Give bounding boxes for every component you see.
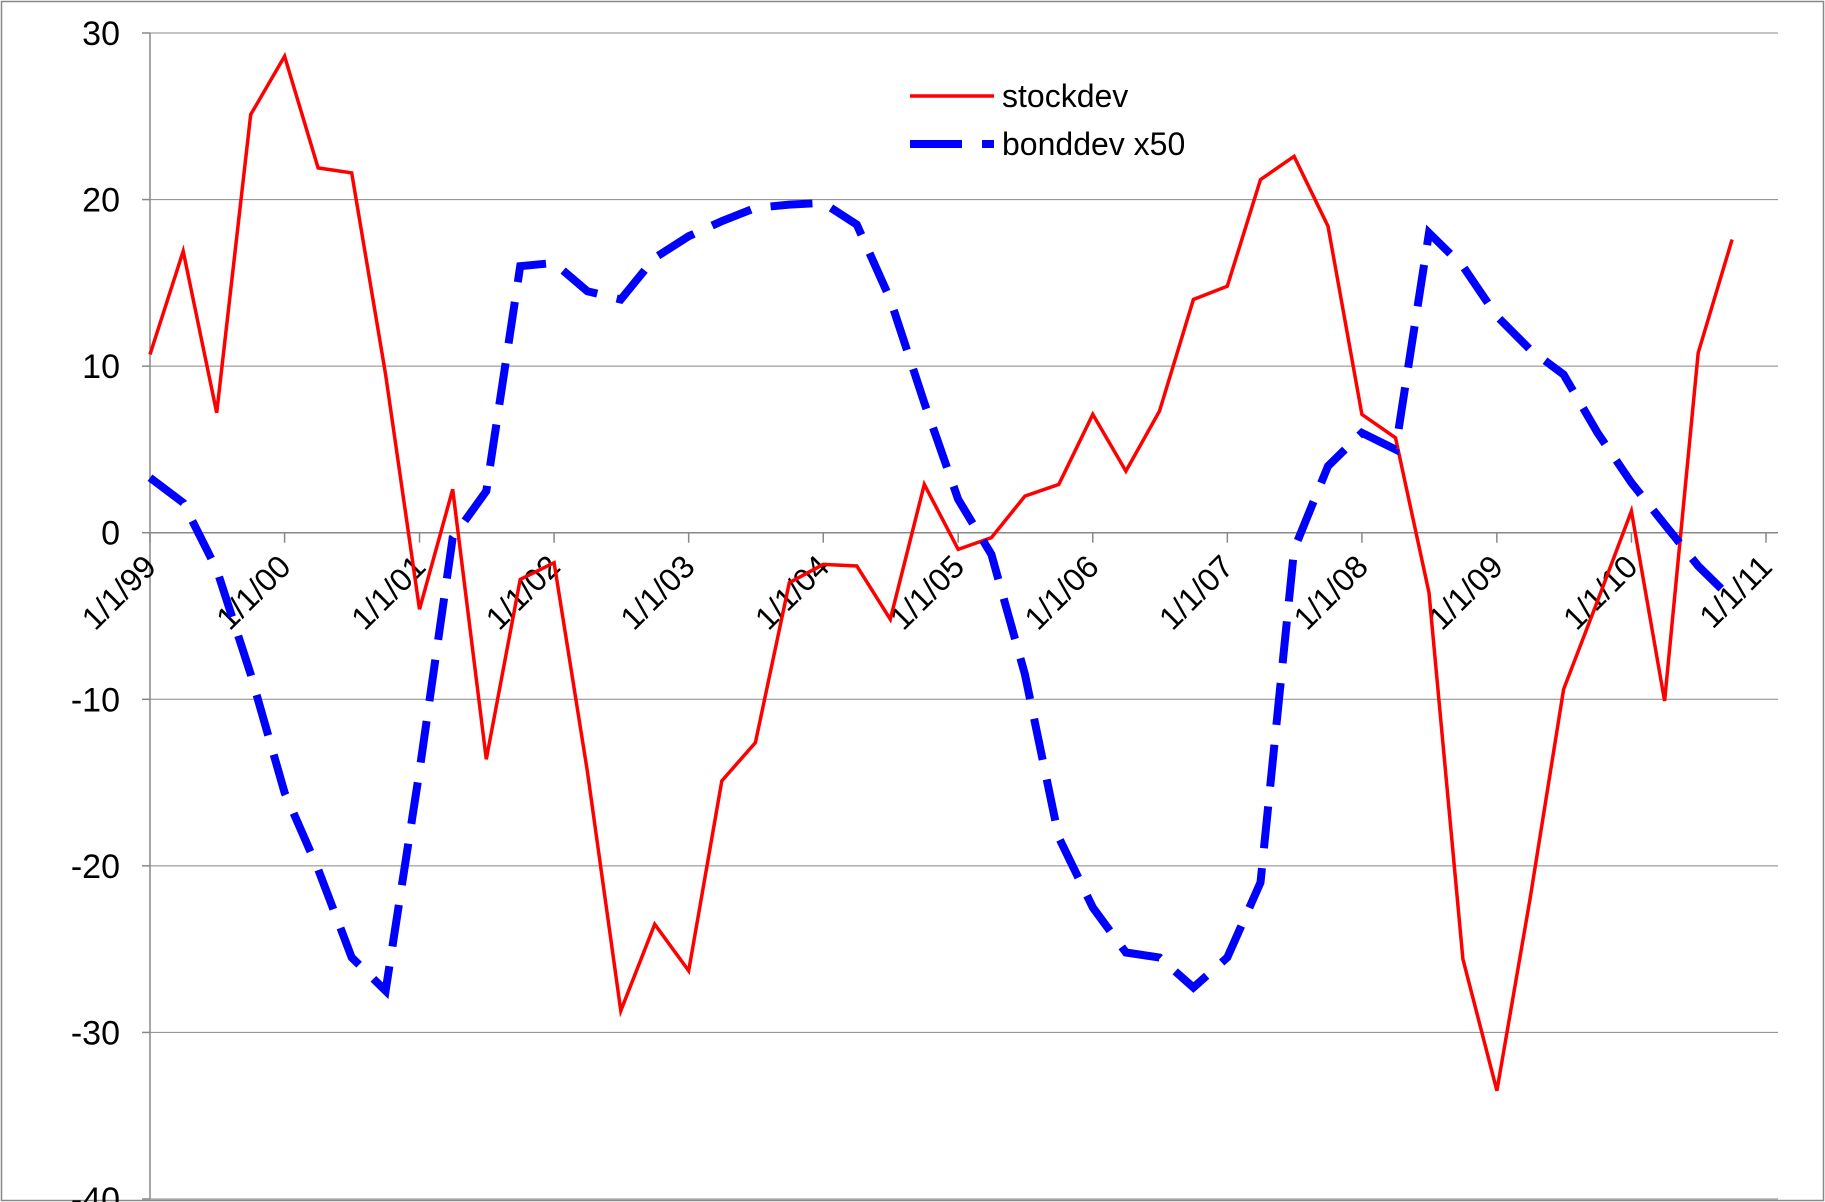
y-tick-label: -10 — [71, 681, 120, 719]
y-tick-label: 10 — [82, 348, 120, 386]
legend: stockdev bonddev x50 — [910, 78, 1185, 162]
series-line-bonddev-x50 — [147, 198, 1735, 1000]
y-tick-label: -40 — [71, 1181, 120, 1202]
legend-label-stockdev: stockdev — [1002, 78, 1128, 114]
y-tick-label: -20 — [71, 848, 120, 886]
y-tick-label: 20 — [82, 182, 120, 220]
y-tick-label: -30 — [71, 1014, 120, 1052]
legend-label-bonddev-x50: bonddev x50 — [1002, 126, 1185, 162]
series-lines — [147, 51, 1735, 1092]
y-tick-label: 0 — [101, 515, 120, 553]
y-tick-label: 30 — [82, 15, 120, 53]
series-line-stockdev — [148, 51, 1734, 1092]
